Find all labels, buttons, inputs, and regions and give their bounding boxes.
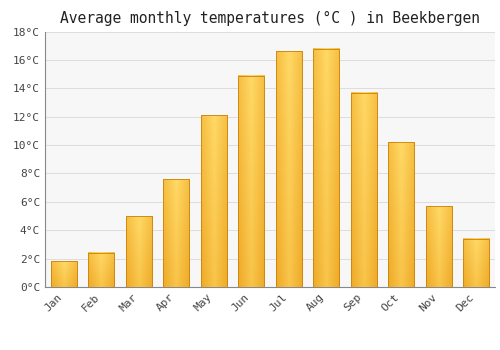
Bar <box>313 49 340 287</box>
Bar <box>350 92 377 287</box>
Title: Average monthly temperatures (°C ) in Beekbergen: Average monthly temperatures (°C ) in Be… <box>60 11 480 26</box>
Bar <box>276 51 302 287</box>
Bar <box>463 239 489 287</box>
Bar <box>163 179 190 287</box>
Bar <box>50 261 77 287</box>
Bar <box>426 206 452 287</box>
Bar <box>126 216 152 287</box>
Bar <box>238 76 264 287</box>
Bar <box>200 115 227 287</box>
Bar <box>388 142 414 287</box>
Bar <box>88 253 115 287</box>
